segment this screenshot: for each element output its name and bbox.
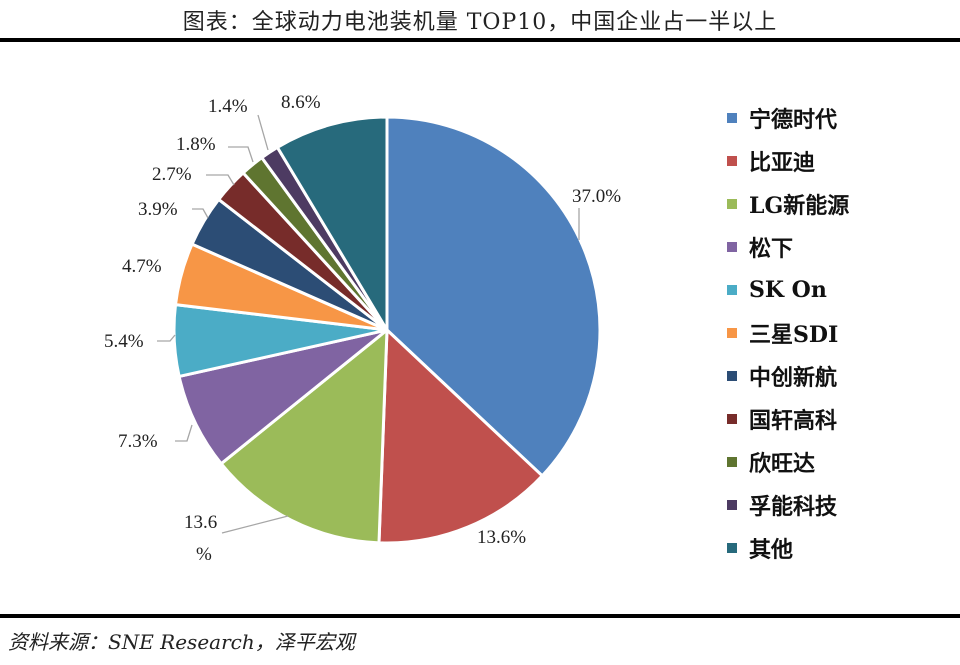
data-label-panasonic: 7.3% [118,431,158,452]
legend-item-others: 其他 [727,526,849,569]
data-label-skon: 5.4% [104,331,144,352]
legend-swatch-icon [727,198,737,209]
pie-slice-3 [177,328,389,466]
data-label-calb: 3.9% [138,199,178,220]
leader-line [157,334,176,342]
leader-line [228,146,254,163]
bottom-divider [0,614,960,618]
data-label-samsung: 4.7% [122,256,162,277]
legend-item-farasis: 孚能科技 [727,483,849,526]
data-label-byd: 13.6% [477,527,526,548]
legend-swatch-icon [727,241,737,252]
chart-legend: 宁德时代 比亚迪 LG新能源 松下 SK On 三星SDI 中创新航 国轩高科 … [727,96,849,569]
legend-item-byd: 比亚迪 [727,139,849,182]
pie-slice-2 [219,328,389,545]
chart-title: 图表：全球动力电池装机量 TOP10，中国企业占一半以上 [182,10,778,35]
data-label-gotion: 2.7% [152,164,192,185]
pie-slice-10 [275,115,389,332]
leader-line [206,174,235,186]
data-label-others: 8.6% [281,92,321,113]
legend-swatch-icon [727,112,737,123]
leader-line [221,515,289,534]
leader-line [192,208,209,219]
legend-item-skon: SK On [727,268,849,311]
legend-item-calb: 中创新航 [727,354,849,397]
pie-chart: 37.0% 13.6% 13.6 % 7.3% 5.4% 4.7% 3.9% 2… [104,92,621,565]
leader-line [257,114,269,151]
legend-item-gotion: 国轩高科 [727,397,849,440]
legend-swatch-icon [727,370,737,381]
legend-swatch-icon [727,327,737,338]
data-label-sunwoda: 1.8% [176,134,216,155]
legend-swatch-icon [727,284,737,295]
data-label-lg-part2: % [196,544,212,565]
legend-swatch-icon [727,499,737,510]
legend-item-lg: LG新能源 [727,182,849,225]
data-label-catl: 37.0% [572,186,621,207]
leader-line [175,424,193,442]
pie-slice-1 [377,328,544,545]
source-note: 资料来源：SNE Research，泽平宏观 [8,630,355,654]
leader-lines [157,114,580,534]
legend-swatch-icon [727,542,737,553]
pie-slice-0 [385,115,602,478]
legend-item-sunwoda: 欣旺达 [727,440,849,483]
data-label-farasis: 1.4% [208,96,248,117]
legend-item-catl: 宁德时代 [727,96,849,139]
top-divider [0,38,960,42]
legend-item-samsung: 三星SDI [727,311,849,354]
legend-swatch-icon [727,456,737,467]
data-label-lg-part1: 13.6 [184,512,217,533]
legend-item-panasonic: 松下 [727,225,849,268]
legend-swatch-icon [727,155,737,166]
pie-slices [172,115,602,545]
legend-swatch-icon [727,413,737,424]
